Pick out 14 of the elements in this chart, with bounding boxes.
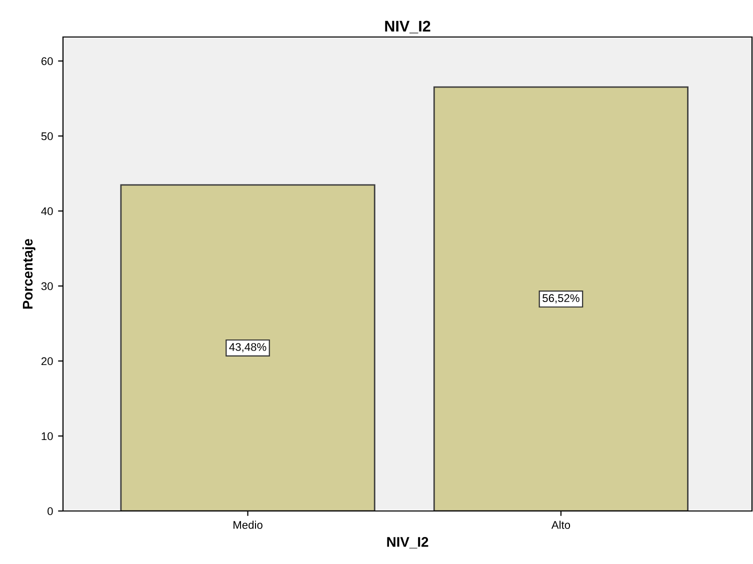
y-axis-title: Porcentaje (22, 238, 36, 309)
data-label: 43,48% (229, 343, 266, 352)
chart-title: NIV_I2 (385, 20, 430, 34)
y-tick-label: 60 (41, 57, 53, 66)
x-tick-label: Alto (551, 520, 570, 529)
y-tick-label: 40 (41, 207, 53, 216)
y-tick-label: 20 (41, 357, 53, 366)
data-label: 56,52% (542, 294, 580, 304)
y-tick-label: 30 (41, 282, 53, 290)
x-tick-label: Medio (234, 520, 262, 529)
y-tick-label: 50 (41, 132, 53, 140)
x-axis-title: NIV_I2 (387, 537, 428, 548)
y-tick-label: 10 (42, 432, 53, 440)
y-tick-label: 0 (48, 507, 53, 516)
